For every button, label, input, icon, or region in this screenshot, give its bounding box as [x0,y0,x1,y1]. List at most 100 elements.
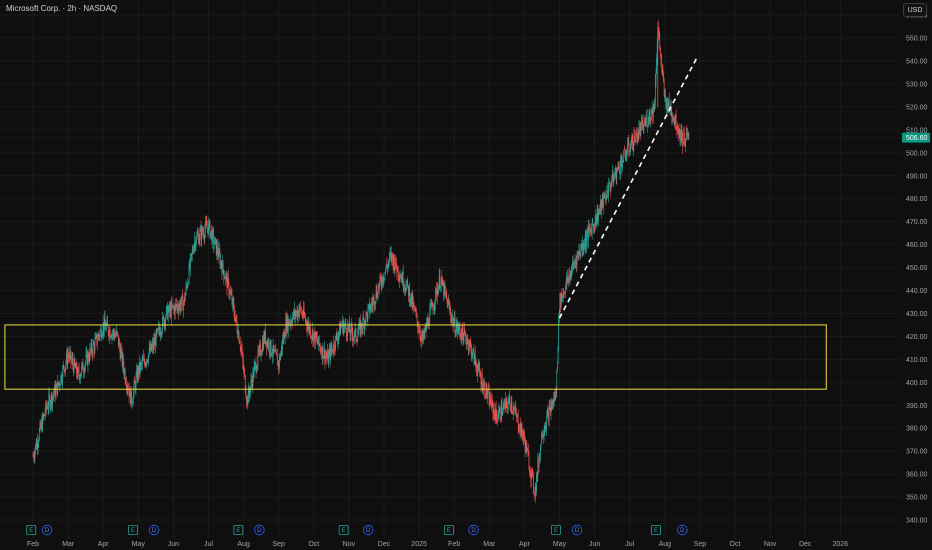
candle-body [400,277,402,279]
candle-body [229,291,231,295]
candle-body [297,310,299,318]
time-axis[interactable]: Feb Mar Apr May Jun Jul Aug Sep Oct Nov Dec 2025 Feb… [27,541,848,548]
candle-body [122,356,124,365]
candle-body [165,317,167,325]
candle-body [146,359,148,364]
candle-body [425,326,427,331]
candle-body [579,254,581,256]
candle-body [666,98,668,109]
candle-body [682,132,683,147]
trendline[interactable] [558,58,698,319]
candle-body [593,225,595,227]
candle-body [384,272,386,279]
candle-body [513,409,515,413]
candle-body [537,460,539,477]
candle-body [179,302,180,307]
candle-body [221,265,223,274]
candle-body [639,128,641,136]
candle-body [241,347,242,352]
candle-body [47,406,49,409]
candle-body [80,373,82,376]
candle-body [577,252,578,255]
candle-body [135,376,137,390]
candle-body [512,410,513,412]
candle-body [195,239,196,248]
price-axis[interactable]: 340.00 350.00 360.00 370.00 380.00 390.00 400.… [906,13,928,525]
candle-body [148,353,149,362]
candle-body [452,316,454,327]
candle-body [550,405,551,414]
candle-body [448,300,450,304]
candle-body [558,314,560,318]
candle-body [478,363,480,368]
candle-body [599,208,601,211]
candle-body [109,329,110,337]
candle-body [280,346,282,354]
candle-body [364,321,366,324]
candle-body [182,295,184,311]
candle-body [82,361,84,372]
candle-body [326,356,328,358]
candle-body [50,393,52,404]
candle-body [225,275,227,280]
candle-body [308,322,309,326]
candle-body [363,317,364,320]
candle-body [315,332,317,338]
candle-body [683,132,685,143]
candle-body [388,261,390,264]
candle-body [500,404,502,420]
candle-body [92,352,93,355]
candle-body [291,322,293,324]
candle-body [185,286,187,295]
candle-body [502,412,503,416]
candle-body [644,123,646,125]
candle-body [509,399,511,406]
candle-body [586,230,588,236]
candle-body [436,288,438,297]
candle-body [582,242,584,250]
candle-body [133,390,134,401]
candle-body [635,131,637,143]
candle-body [311,336,312,337]
candle-body [458,325,460,330]
candle-body [322,345,324,359]
candle-body [342,320,344,334]
currency-button[interactable]: USD [903,3,927,17]
candle-body [102,322,104,334]
candle-body [256,370,258,373]
candle-body [549,405,551,407]
candle-body [450,315,452,322]
candle-body [323,356,324,359]
candle-body [568,277,570,281]
candle-body [395,258,397,268]
candle-body [589,227,591,230]
candle-body [269,351,271,354]
candle-body [594,214,596,229]
candle-body [33,457,35,459]
candle-body [617,167,618,171]
candle-body [153,340,155,345]
candle-body [289,322,290,325]
candle-body [677,129,678,132]
candle-body [575,260,577,266]
candle-body [128,389,129,391]
candle-body [133,381,135,391]
support-zone[interactable] [4,324,827,390]
candle-body [220,260,222,266]
candle-body [114,335,116,339]
candle-body [440,280,442,287]
candle-body [504,402,506,409]
candle-body [406,284,407,291]
candle-body [295,313,297,317]
candle-body [256,364,258,371]
candle-body [273,345,275,352]
candle-body [217,245,218,255]
candle-body [254,363,256,367]
dividend-marker [254,524,265,536]
candle-body [594,225,596,229]
candle-body [378,282,380,290]
candle-body [304,316,306,321]
earnings-marker [338,525,349,535]
